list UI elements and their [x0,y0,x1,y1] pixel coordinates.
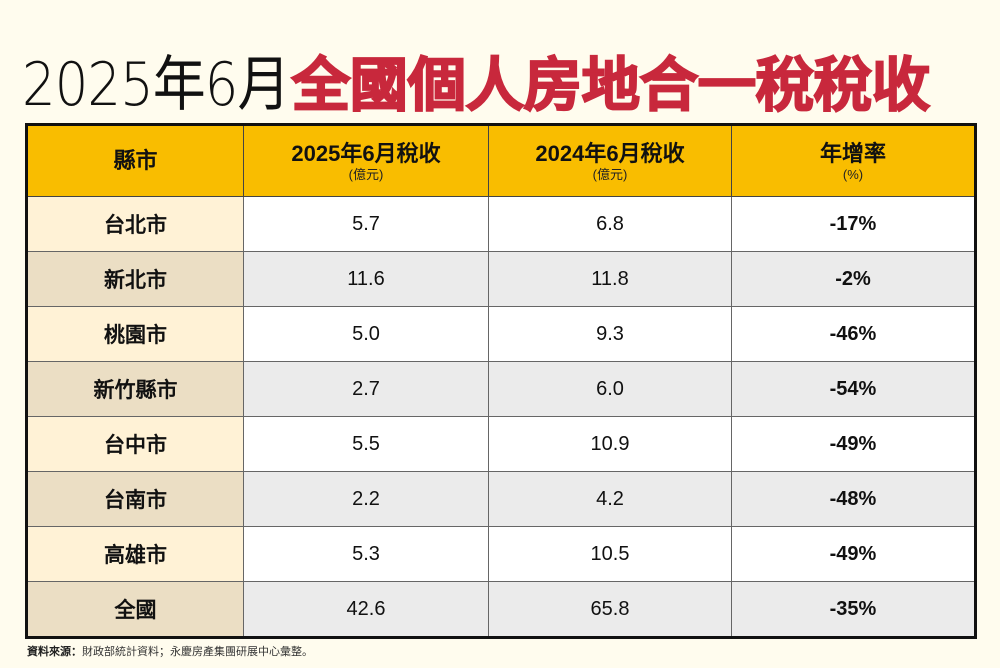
city-cell: 新北市 [26,251,244,307]
header-unit: (%) [842,166,864,182]
revenue-2024-cell: 6.0 [488,361,732,417]
header-city: 縣市 [26,124,244,197]
table-row: 台北市 5.7 6.8 -17% [26,196,976,252]
source-text: 財政部統計資料；永慶房產集團研展中心彙整。 [82,646,313,658]
city-cell: 新竹縣市 [26,361,244,417]
city-cell: 台中市 [26,416,244,472]
table-header-row: 縣市 2025年6月稅收 (億元) 2024年6月稅收 (億元) 年增率 (%) [26,124,976,197]
city-cell: 高雄市 [26,526,244,582]
header-2025: 2025年6月稅收 (億元) [243,124,489,197]
table-row: 台中市 5.5 10.9 -49% [26,416,976,472]
city-cell: 台北市 [26,196,244,252]
revenue-2025-cell: 5.3 [243,526,489,582]
revenue-2024-cell: 4.2 [488,471,732,527]
revenue-2024-cell: 11.8 [488,251,732,307]
growth-rate-cell: -46% [731,306,976,362]
revenue-2024-cell: 9.3 [488,306,732,362]
revenue-2025-cell: 2.2 [243,471,489,527]
header-rate: 年增率 (%) [731,124,976,197]
title-main: 全國個人房地合一稅稅收 [291,51,931,119]
growth-rate-cell: -35% [731,581,976,638]
growth-rate-cell: -49% [731,526,976,582]
growth-rate-cell: -48% [731,471,976,527]
revenue-2025-cell: 5.5 [243,416,489,472]
revenue-2024-cell: 6.8 [488,196,732,252]
revenue-2024-cell: 65.8 [488,581,732,638]
revenue-2025-cell: 2.7 [243,361,489,417]
revenue-2025-cell: 42.6 [243,581,489,638]
revenue-2025-cell: 5.7 [243,196,489,252]
header-unit: (億元) [592,166,628,182]
source-label: 資料來源： [27,646,82,658]
header-label: 2024年6月稅收 [535,140,685,166]
tax-revenue-table: 縣市 2025年6月稅收 (億元) 2024年6月稅收 (億元) 年增率 (%)… [25,123,977,639]
revenue-2024-cell: 10.5 [488,526,732,582]
table-row: 新竹縣市 2.7 6.0 -54% [26,361,976,417]
revenue-2025-cell: 5.0 [243,306,489,362]
city-cell: 全國 [26,581,244,638]
revenue-2025-cell: 11.6 [243,251,489,307]
header-label: 縣市 [113,148,158,173]
table-row-total: 全國 42.6 65.8 -35% [26,581,976,638]
growth-rate-cell: -17% [731,196,976,252]
title-date: 2025年6月 [22,50,290,120]
header-2024: 2024年6月稅收 (億元) [488,124,732,197]
header-label: 2025年6月稅收 [291,140,441,166]
growth-rate-cell: -2% [731,251,976,307]
header-label: 年增率 [819,140,886,166]
table-row: 新北市 11.6 11.8 -2% [26,251,976,307]
growth-rate-cell: -54% [731,361,976,417]
revenue-2024-cell: 10.9 [488,416,732,472]
page-title: 2025年6月 全國個人房地合一稅稅收 [22,48,931,120]
source-note: 資料來源：財政部統計資料；永慶房產集團研展中心彙整。 [27,643,313,659]
header-unit: (億元) [348,166,384,182]
table-row: 高雄市 5.3 10.5 -49% [26,526,976,582]
city-cell: 台南市 [26,471,244,527]
table-row: 台南市 2.2 4.2 -48% [26,471,976,527]
growth-rate-cell: -49% [731,416,976,472]
city-cell: 桃園市 [26,306,244,362]
table-row: 桃園市 5.0 9.3 -46% [26,306,976,362]
